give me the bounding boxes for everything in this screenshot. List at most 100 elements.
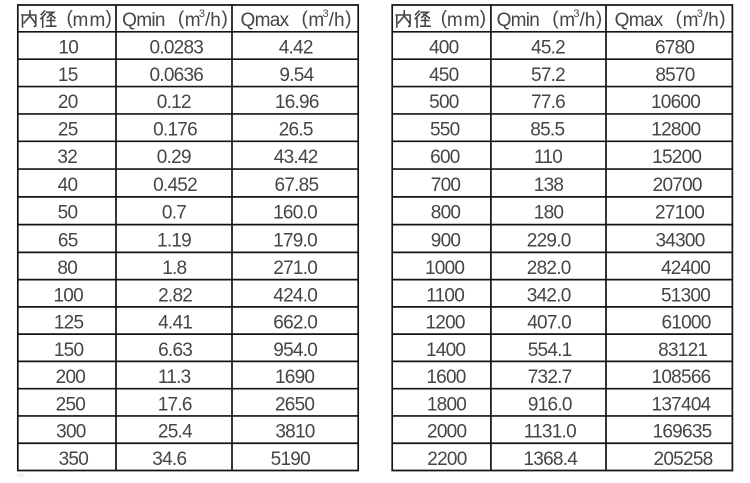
svg-text:108566: 108566 xyxy=(652,367,711,388)
svg-text:3810: 3810 xyxy=(275,422,314,443)
svg-text:12800: 12800 xyxy=(651,120,700,141)
svg-text:110: 110 xyxy=(534,147,562,168)
svg-text:350: 350 xyxy=(59,449,89,470)
svg-text:51300: 51300 xyxy=(661,285,710,306)
svg-text:17.6: 17.6 xyxy=(158,394,192,415)
svg-text:85.5: 85.5 xyxy=(530,120,564,141)
svg-text:800: 800 xyxy=(431,203,461,224)
svg-text:662.0: 662.0 xyxy=(273,313,317,334)
svg-text:200: 200 xyxy=(56,367,86,388)
svg-text:25.4: 25.4 xyxy=(158,422,193,443)
svg-text:10: 10 xyxy=(58,37,78,58)
svg-text:500: 500 xyxy=(429,92,459,113)
svg-text:77.6: 77.6 xyxy=(531,92,565,113)
svg-text:160.0: 160.0 xyxy=(273,203,317,224)
svg-text:20: 20 xyxy=(58,92,78,113)
svg-text:0.12: 0.12 xyxy=(157,92,191,113)
svg-text:45.2: 45.2 xyxy=(531,37,565,58)
svg-text:32: 32 xyxy=(57,147,77,168)
svg-text:407.0: 407.0 xyxy=(527,313,571,334)
svg-text:11.3: 11.3 xyxy=(158,367,191,388)
svg-text:179.0: 179.0 xyxy=(273,231,317,252)
svg-text:20700: 20700 xyxy=(653,175,702,196)
svg-text:0.0283: 0.0283 xyxy=(149,37,203,58)
svg-text:916.0: 916.0 xyxy=(528,394,572,415)
svg-text:400: 400 xyxy=(429,37,459,58)
svg-text:50: 50 xyxy=(58,203,78,224)
svg-text:Qmax(m3/h): Qmax (m3/h) xyxy=(615,8,726,31)
svg-text:1100: 1100 xyxy=(426,285,464,306)
svg-text:150: 150 xyxy=(54,340,84,361)
svg-text:138: 138 xyxy=(534,175,564,196)
svg-text:1200: 1200 xyxy=(425,313,464,334)
svg-text:80: 80 xyxy=(57,258,77,279)
svg-text:(mm): (mm) xyxy=(441,8,486,31)
svg-text:1690: 1690 xyxy=(275,367,314,388)
svg-text:26.5: 26.5 xyxy=(279,120,313,141)
svg-text:0.176: 0.176 xyxy=(153,120,197,141)
svg-text:0.0636: 0.0636 xyxy=(149,65,203,86)
svg-text:34.6: 34.6 xyxy=(152,449,186,470)
svg-text:6.63: 6.63 xyxy=(158,340,192,361)
svg-text:1131.0: 1131.0 xyxy=(524,422,576,443)
svg-text:2200: 2200 xyxy=(427,449,466,470)
svg-text:554.1: 554.1 xyxy=(528,340,572,361)
svg-text:5190: 5190 xyxy=(271,449,310,470)
svg-text:42400: 42400 xyxy=(661,258,710,279)
svg-text:180: 180 xyxy=(534,203,564,224)
svg-text:4.41: 4.41 xyxy=(158,313,192,334)
svg-text:27100: 27100 xyxy=(655,203,704,224)
svg-text:2.82: 2.82 xyxy=(158,285,192,306)
svg-text:954.0: 954.0 xyxy=(273,340,317,361)
svg-text:34300: 34300 xyxy=(655,231,704,252)
svg-text:6780: 6780 xyxy=(655,37,694,58)
svg-text:Qmax(m3/h): Qmax (m3/h) xyxy=(241,8,352,31)
svg-text:10600: 10600 xyxy=(651,92,700,113)
svg-text:700: 700 xyxy=(431,175,461,196)
svg-text:424.0: 424.0 xyxy=(273,285,317,306)
svg-text:1.8: 1.8 xyxy=(162,258,186,279)
svg-text:250: 250 xyxy=(56,394,86,415)
svg-text:1600: 1600 xyxy=(426,367,465,388)
svg-text:137404: 137404 xyxy=(652,394,712,415)
svg-text:9.54: 9.54 xyxy=(279,65,314,86)
svg-text:229.0: 229.0 xyxy=(527,231,571,252)
svg-text:43.42: 43.42 xyxy=(274,147,318,168)
svg-text:169635: 169635 xyxy=(653,422,712,443)
svg-text:16.96: 16.96 xyxy=(275,92,319,113)
svg-text:205258: 205258 xyxy=(654,449,713,470)
svg-text:0.29: 0.29 xyxy=(157,147,191,168)
svg-text:2650: 2650 xyxy=(275,394,314,415)
svg-text:125: 125 xyxy=(54,313,84,334)
svg-text:282.0: 282.0 xyxy=(527,258,571,279)
svg-text:15: 15 xyxy=(58,65,78,86)
svg-text:600: 600 xyxy=(430,147,460,168)
svg-text:271.0: 271.0 xyxy=(273,258,317,279)
svg-text:732.7: 732.7 xyxy=(528,367,572,388)
svg-text:1800: 1800 xyxy=(427,394,466,415)
svg-text:100: 100 xyxy=(53,285,83,306)
svg-text:40: 40 xyxy=(58,175,78,196)
svg-text:900: 900 xyxy=(431,231,461,252)
svg-text:4.42: 4.42 xyxy=(279,37,313,58)
svg-text:61000: 61000 xyxy=(661,313,710,334)
svg-text:67.85: 67.85 xyxy=(275,175,319,196)
svg-text:1000: 1000 xyxy=(425,258,464,279)
svg-text:Qmin(m3/h): Qmin (m3/h) xyxy=(122,8,228,31)
svg-text:(mm): (mm) xyxy=(67,8,112,31)
svg-text:8570: 8570 xyxy=(655,65,694,86)
svg-text:0.7: 0.7 xyxy=(162,203,186,224)
svg-text:15200: 15200 xyxy=(652,147,701,168)
svg-text:1.19: 1.19 xyxy=(157,231,191,252)
svg-text:300: 300 xyxy=(56,422,86,443)
svg-text:25: 25 xyxy=(58,120,78,141)
svg-text:Qmin(m3/h): Qmin (m3/h) xyxy=(497,8,603,31)
svg-text:450: 450 xyxy=(429,65,459,86)
svg-text:1368.4: 1368.4 xyxy=(523,449,578,470)
svg-text:342.0: 342.0 xyxy=(527,285,571,306)
svg-text:57.2: 57.2 xyxy=(531,65,565,86)
svg-text:0.452: 0.452 xyxy=(153,175,197,196)
svg-text:1400: 1400 xyxy=(426,340,465,361)
svg-text:83121: 83121 xyxy=(658,340,707,361)
svg-text:2000: 2000 xyxy=(427,422,466,443)
